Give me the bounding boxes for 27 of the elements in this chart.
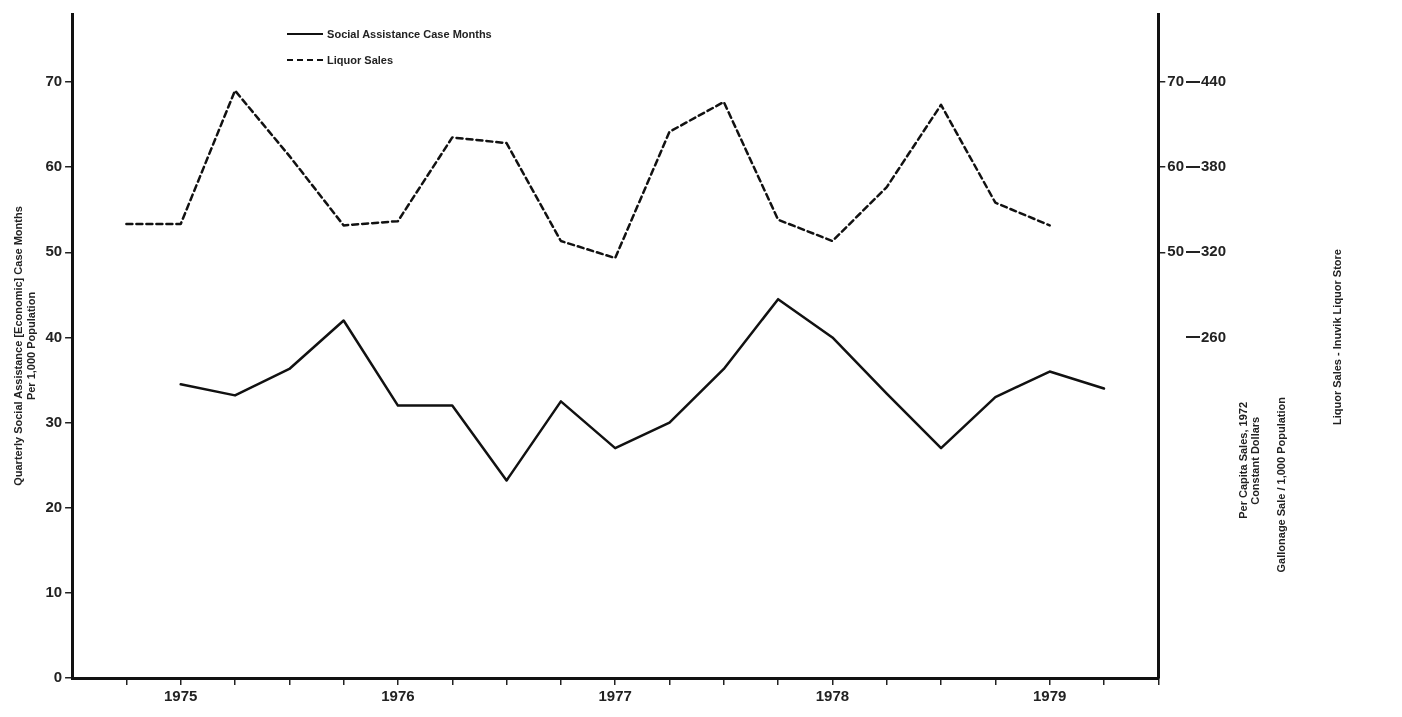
y-tick-label: 20 bbox=[45, 497, 63, 515]
text: Liquor Sales - Inuvik Liquor Store bbox=[1331, 249, 1343, 426]
y-tick-label: 50 bbox=[45, 242, 63, 260]
text: Gallonage Sale / 1,000 Population bbox=[1275, 397, 1287, 573]
y3-tick-label: 320 bbox=[1200, 242, 1226, 260]
y-axis-title: Quarterly Social Assistance [Economic] Case Months Per 1,000 Population bbox=[11, 206, 37, 486]
x-tick-label: 1978 bbox=[815, 687, 850, 705]
y2-tick-label: 50 bbox=[1167, 242, 1184, 260]
legend-label: Liquor Sales bbox=[327, 54, 394, 66]
x-tick-label: 1977 bbox=[598, 687, 632, 705]
x-tick-label: 1976 bbox=[381, 687, 415, 705]
text: Per Capita Sales, 1972 Constant Dollars bbox=[1237, 401, 1261, 519]
y3-tick-label: 380 bbox=[1200, 157, 1226, 175]
y3-tick-label: 260 bbox=[1200, 327, 1226, 345]
line-series bbox=[125, 89, 1051, 260]
legend-label: Social Assistance Case Months bbox=[327, 28, 492, 40]
x-tick-label: 1975 bbox=[164, 687, 198, 705]
y-tick-label: 0 bbox=[53, 668, 63, 686]
y-tick-label: 10 bbox=[45, 583, 63, 601]
y3-tick-label: 440 bbox=[1200, 72, 1226, 90]
x-tick-label: 1979 bbox=[1032, 687, 1067, 705]
y-tick-label: 70 bbox=[45, 72, 63, 90]
y2-tick-label: 60 bbox=[1167, 157, 1184, 175]
y2-tick-label: 70 bbox=[1167, 72, 1184, 90]
y-tick-label: 40 bbox=[45, 327, 63, 345]
y-tick-label: 30 bbox=[45, 412, 63, 430]
y-tick-label: 60 bbox=[45, 157, 63, 175]
